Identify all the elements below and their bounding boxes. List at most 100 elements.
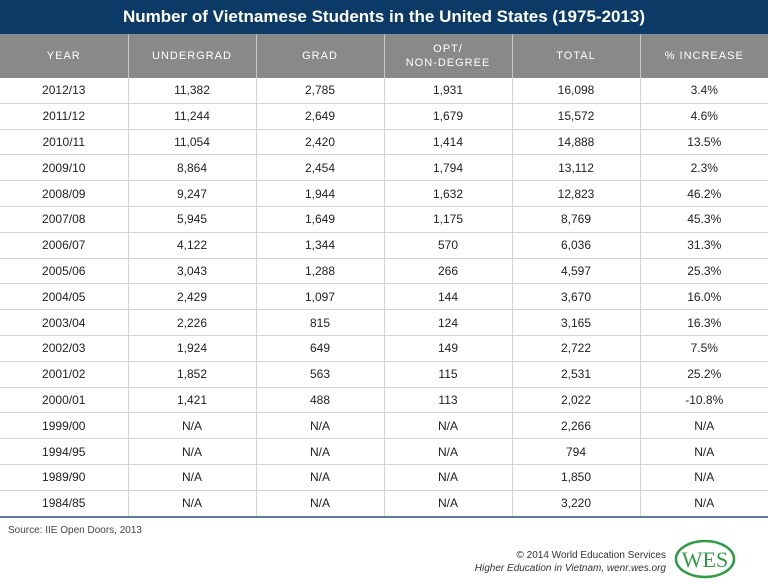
- table-row: 2000/01 1,421 488 113 2,022 -10.8%: [0, 387, 768, 414]
- table-row: 2012/13 11,382 2,785 1,931 16,098 3.4%: [0, 78, 768, 104]
- table-cell: 46.2%: [639, 180, 768, 207]
- table-cell: N/A: [127, 438, 257, 465]
- source-note: Source: IIE Open Doors, 2013: [8, 525, 142, 536]
- table-row: 1984/85 N/A N/A N/A 3,220 N/A: [0, 490, 768, 518]
- table-cell: 6,036: [511, 232, 641, 259]
- table-cell: 2,785: [255, 78, 385, 104]
- table-cell: 2,722: [511, 335, 641, 362]
- table-cell: 5,945: [127, 206, 257, 233]
- table-cell: 1994/95: [0, 438, 129, 465]
- table-cell: 2,226: [127, 309, 257, 336]
- column-header: TOTAL: [511, 34, 641, 78]
- table-cell: N/A: [127, 464, 257, 491]
- table-row: 2007/08 5,945 1,649 1,175 8,769 45.3%: [0, 206, 768, 233]
- publication: Higher Education in Vietnam, wenr.wes.or…: [474, 563, 666, 574]
- column-header: % INCREASE: [639, 34, 768, 78]
- table-cell: 1,852: [127, 361, 257, 388]
- table-cell: 1,794: [383, 154, 513, 182]
- table-row: 2011/12 11,244 2,649 1,679 15,572 4.6%: [0, 103, 768, 130]
- table-cell: 16.0%: [639, 283, 768, 311]
- table-cell: 113: [383, 387, 513, 414]
- table-cell: 1,097: [255, 283, 385, 311]
- table-cell: 25.3%: [639, 258, 768, 285]
- table-cell: 7.5%: [639, 335, 768, 362]
- table-cell: 1,649: [255, 206, 385, 233]
- table-cell: 488: [255, 387, 385, 414]
- column-header: GRAD: [255, 34, 385, 78]
- table-cell: 1,944: [255, 180, 385, 207]
- table-row: 2004/05 2,429 1,097 144 3,670 16.0%: [0, 283, 768, 311]
- table-cell: 2,420: [255, 129, 385, 156]
- table-row: 2003/04 2,226 815 124 3,165 16.3%: [0, 309, 768, 336]
- table-cell: 4,122: [127, 232, 257, 259]
- column-header: YEAR: [0, 34, 129, 78]
- table-cell: 2002/03: [0, 335, 129, 362]
- table-cell: N/A: [639, 464, 768, 491]
- table-row: 1999/00 N/A N/A N/A 2,266 N/A: [0, 412, 768, 440]
- table-cell: 2011/12: [0, 103, 129, 130]
- table-cell: 2,454: [255, 154, 385, 182]
- table-cell: 2,531: [511, 361, 641, 388]
- table-cell: 149: [383, 335, 513, 362]
- table-cell: 144: [383, 283, 513, 311]
- table-cell: 563: [255, 361, 385, 388]
- table-cell: 4.6%: [639, 103, 768, 130]
- table-cell: 2005/06: [0, 258, 129, 285]
- credit: © 2014 World Education Services Higher E…: [475, 549, 666, 575]
- table-cell: 4,597: [511, 258, 641, 285]
- table-cell: 570: [383, 232, 513, 259]
- table-cell: 16.3%: [639, 309, 768, 336]
- table-cell: 1,288: [255, 258, 385, 285]
- column-header: UNDERGRAD: [127, 34, 257, 78]
- table-cell: 3,220: [511, 490, 641, 518]
- table-cell: 794: [511, 438, 641, 465]
- table-cell: 45.3%: [639, 206, 768, 233]
- table-cell: 15,572: [511, 103, 641, 130]
- table-cell: 14,888: [511, 129, 641, 156]
- table-row: 2009/10 8,864 2,454 1,794 13,112 2.3%: [0, 154, 768, 182]
- table-cell: -10.8%: [639, 387, 768, 414]
- table-cell: N/A: [383, 464, 513, 491]
- table-cell: 13,112: [511, 154, 641, 182]
- table-cell: 2,266: [511, 412, 641, 440]
- table-cell: 2,649: [255, 103, 385, 130]
- column-header: OPT/ NON-DEGREE: [383, 34, 513, 78]
- table-cell: 8,864: [127, 154, 257, 182]
- table-cell: N/A: [255, 412, 385, 440]
- table-cell: 11,382: [127, 78, 257, 104]
- table-cell: 2,429: [127, 283, 257, 311]
- table-row: 2005/06 3,043 1,288 266 4,597 25.3%: [0, 258, 768, 285]
- table-cell: 13.5%: [639, 129, 768, 156]
- table-cell: 2008/09: [0, 180, 129, 207]
- table-cell: 2004/05: [0, 283, 129, 311]
- table-cell: 1,632: [383, 180, 513, 207]
- table-cell: 2000/01: [0, 387, 129, 414]
- table-cell: N/A: [255, 490, 385, 518]
- table-cell: 124: [383, 309, 513, 336]
- table-cell: N/A: [127, 412, 257, 440]
- table-cell: N/A: [639, 490, 768, 518]
- table-row: 2006/07 4,122 1,344 570 6,036 31.3%: [0, 232, 768, 259]
- table-cell: 2003/04: [0, 309, 129, 336]
- table-row: 2008/09 9,247 1,944 1,632 12,823 46.2%: [0, 180, 768, 207]
- table-cell: 3,670: [511, 283, 641, 311]
- table-cell: 1989/90: [0, 464, 129, 491]
- table-cell: 16,098: [511, 78, 641, 104]
- table-cell: 2006/07: [0, 232, 129, 259]
- table-cell: 1,414: [383, 129, 513, 156]
- table-cell: 8,769: [511, 206, 641, 233]
- table-cell: N/A: [383, 412, 513, 440]
- wes-logo: WES: [674, 539, 736, 579]
- table-cell: 31.3%: [639, 232, 768, 259]
- table-row: 2001/02 1,852 563 115 2,531 25.2%: [0, 361, 768, 388]
- table-cell: 3.4%: [639, 78, 768, 104]
- table-row: 1994/95 N/A N/A N/A 794 N/A: [0, 438, 768, 465]
- table-cell: N/A: [127, 490, 257, 518]
- table-cell: 1,421: [127, 387, 257, 414]
- table-cell: N/A: [383, 438, 513, 465]
- table-cell: N/A: [255, 464, 385, 491]
- table-cell: 1,679: [383, 103, 513, 130]
- table-cell: 3,165: [511, 309, 641, 336]
- table-cell: 2012/13: [0, 78, 129, 104]
- table-cell: 1,924: [127, 335, 257, 362]
